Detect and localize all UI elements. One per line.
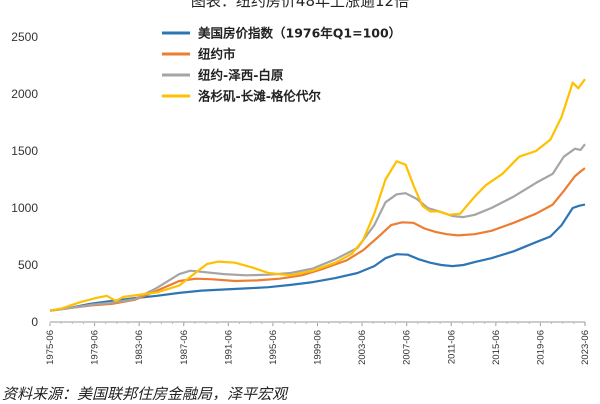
legend: 美国房价指数（1976年Q1=100） 纽约市纽约-泽西-白原洛杉矶-长滩-格伦代… xyxy=(162,26,401,104)
x-tick-label: 2015-06 xyxy=(491,330,502,365)
y-tick-label: 2000 xyxy=(11,87,38,101)
y-tick-label: 0 xyxy=(31,315,38,329)
chart-title: 图表：纽约房价48年上涨逾12倍 xyxy=(191,0,409,10)
y-tick-label: 1000 xyxy=(11,201,38,215)
x-tick-label: 2011-06 xyxy=(446,330,457,364)
series-lines xyxy=(49,78,586,312)
legend-label: 洛杉矶-长滩-格伦代尔 xyxy=(198,89,321,104)
y-tick-label: 500 xyxy=(18,258,38,272)
x-tick-label: 2019-06 xyxy=(535,330,546,365)
legend-label: 美国房价指数（1976年Q1=100） xyxy=(198,26,401,41)
x-tick-label: 1983-06 xyxy=(134,330,145,365)
x-tick-label: 1995-06 xyxy=(268,330,279,365)
x-tick-label: 1979-06 xyxy=(90,330,101,365)
x-tick-label: 2007-06 xyxy=(402,330,413,365)
series-line-4 xyxy=(49,78,586,312)
source-note: 资料来源：美国联邦住房金融局，泽平宏观 xyxy=(2,385,289,400)
legend-label: 纽约市 xyxy=(198,47,236,62)
x-tick-label: 1999-06 xyxy=(313,330,324,365)
x-tick-label: 2003-06 xyxy=(357,330,368,365)
y-tick-label: 2500 xyxy=(11,30,38,44)
series-line-1 xyxy=(49,203,586,312)
x-tick-label: 2023-06 xyxy=(580,330,591,365)
y-tick-label: 1500 xyxy=(11,144,38,158)
x-tick-label: 1991-06 xyxy=(223,330,234,365)
axes: 0 500 1000 1500 2000 2500 1975-06 1979-06 1983-0… xyxy=(11,30,591,365)
series-line-2 xyxy=(49,167,586,312)
x-tick-label: 1987-06 xyxy=(179,330,190,365)
legend-label: 纽约-泽西-白原 xyxy=(198,68,284,83)
series-line-3 xyxy=(49,143,586,312)
x-tick-label: 1975-06 xyxy=(45,330,56,365)
